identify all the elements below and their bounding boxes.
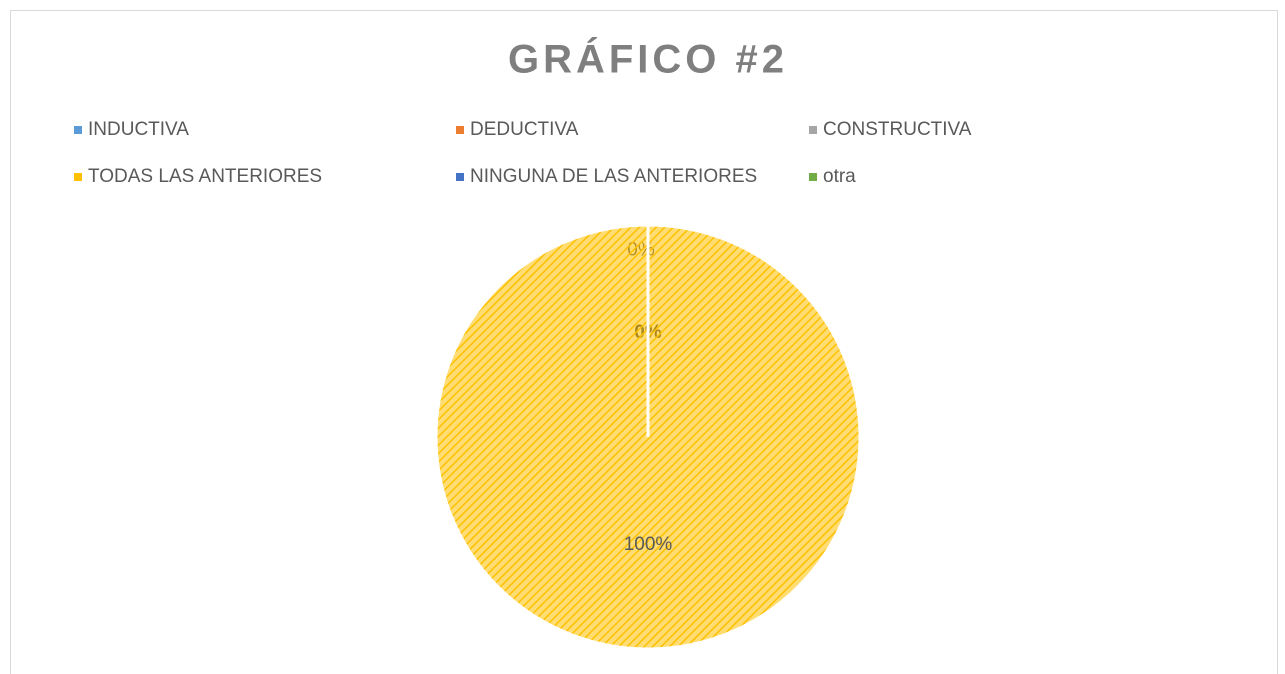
legend-swatch — [809, 173, 817, 181]
chart-title: GRÁFICO #2 — [508, 37, 788, 82]
legend-label: otra — [823, 166, 856, 187]
legend-swatch — [809, 126, 817, 134]
legend-label: INDUCTIVA — [88, 119, 189, 140]
legend-label: DEDUCTIVA — [470, 119, 579, 140]
legend-label: CONSTRUCTIVA — [823, 119, 972, 140]
data-label: 100% — [624, 534, 673, 555]
legend-label: NINGUNA DE LAS ANTERIORES — [470, 166, 757, 187]
legend-swatch — [74, 126, 82, 134]
legend-swatch — [456, 173, 464, 181]
legend-label: TODAS LAS ANTERIORES — [88, 166, 322, 187]
legend-swatch — [456, 126, 464, 134]
legend-swatch — [74, 173, 82, 181]
